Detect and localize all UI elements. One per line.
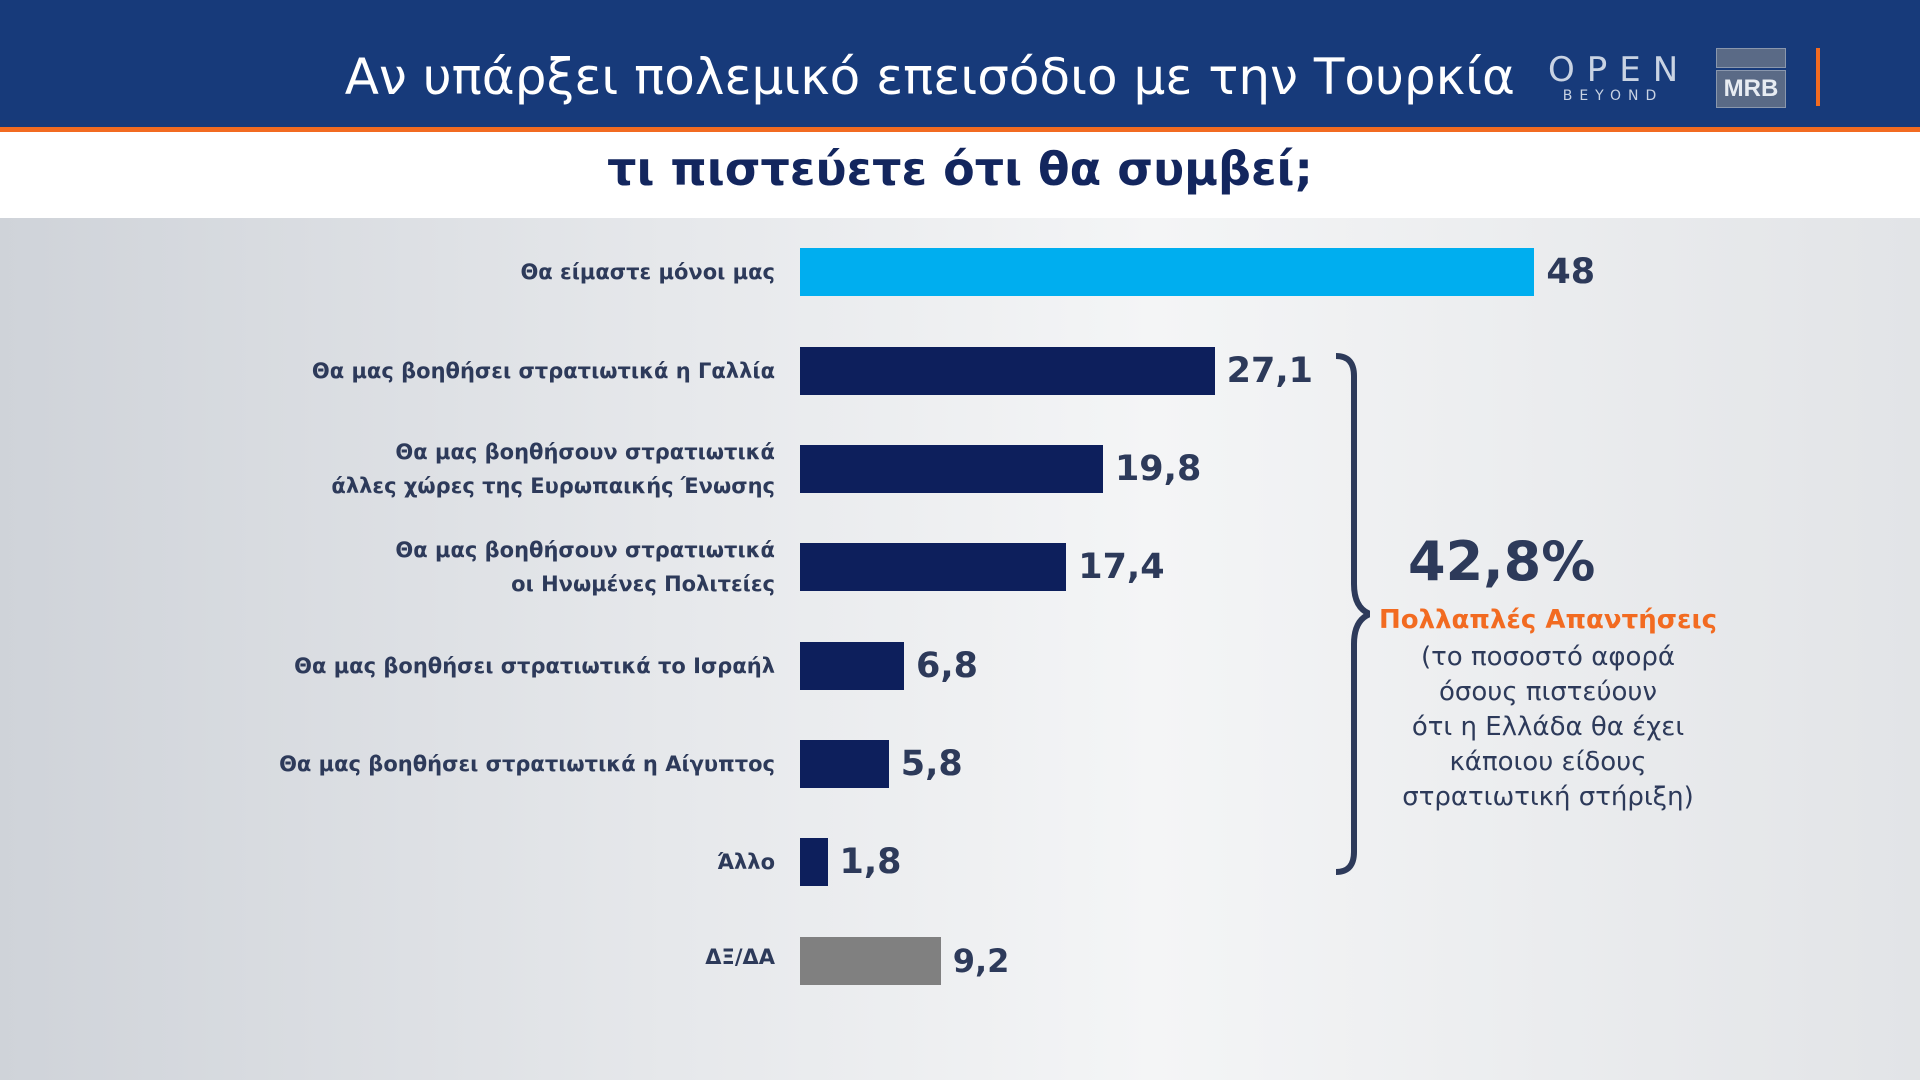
page-title: Αν υπάρξει πολεμικό επεισόδιο με την Του… <box>344 48 1515 106</box>
subtitle-band <box>0 132 1920 218</box>
total-support-value: 42,8% <box>1408 530 1596 593</box>
chart-title: τι πιστεύετε ότι θα συμβεί; <box>607 142 1313 196</box>
value-label: 17,4 <box>1078 547 1165 587</box>
category-label: ΔΞ/ΔΑ <box>705 945 775 969</box>
annotation-note: (το ποσοστό αφορά όσους πιστεύουν ότι η … <box>1402 642 1694 812</box>
value-label: 9,2 <box>952 942 1010 980</box>
value-label: 5,8 <box>900 744 963 784</box>
open-logo-sub: BEYOND <box>1562 88 1664 104</box>
value-label: 6,8 <box>916 646 979 686</box>
bar <box>800 543 1067 591</box>
category-label: Θα μας βοηθήσουν στρατιωτικά οι Ηνωμένες… <box>395 538 775 596</box>
category-label: Θα μας βοηθήσει στρατιωτικά η Γαλλία <box>311 359 775 383</box>
bar <box>800 838 828 886</box>
accent-line <box>0 127 1920 132</box>
bar <box>800 937 941 985</box>
category-label: Θα είμαστε μόνοι μας <box>520 260 775 284</box>
mrb-logo: MRB <box>1716 48 1786 108</box>
logo-divider <box>1816 48 1820 106</box>
value-label: 19,8 <box>1114 449 1202 489</box>
category-label: Άλλο <box>717 850 775 874</box>
bar <box>800 740 889 788</box>
open-logo-text: OPEN <box>1548 50 1691 90</box>
bar <box>800 248 1535 296</box>
bar <box>800 347 1215 395</box>
header-bar <box>0 0 1920 128</box>
value-label: 27,1 <box>1226 351 1313 391</box>
category-label: Θα μας βοηθήσει στρατιωτικά η Αίγυπτος <box>279 752 775 776</box>
brace-icon <box>1335 353 1370 875</box>
multiple-answers-label: Πολλαπλές Απαντήσεις <box>1379 605 1717 635</box>
bar <box>800 445 1103 493</box>
category-label: Θα μας βοηθήσει στρατιωτικά το Ισραήλ <box>294 654 775 678</box>
category-label: Θα μας βοηθήσουν στρατιωτικά άλλες χώρες… <box>331 440 775 498</box>
value-label: 48 <box>1546 252 1596 292</box>
open-logo: OPEN BEYOND <box>1548 52 1678 104</box>
value-label: 1,8 <box>839 842 902 882</box>
mrb-logo-text: MRB <box>1716 70 1786 108</box>
bar <box>800 642 905 690</box>
